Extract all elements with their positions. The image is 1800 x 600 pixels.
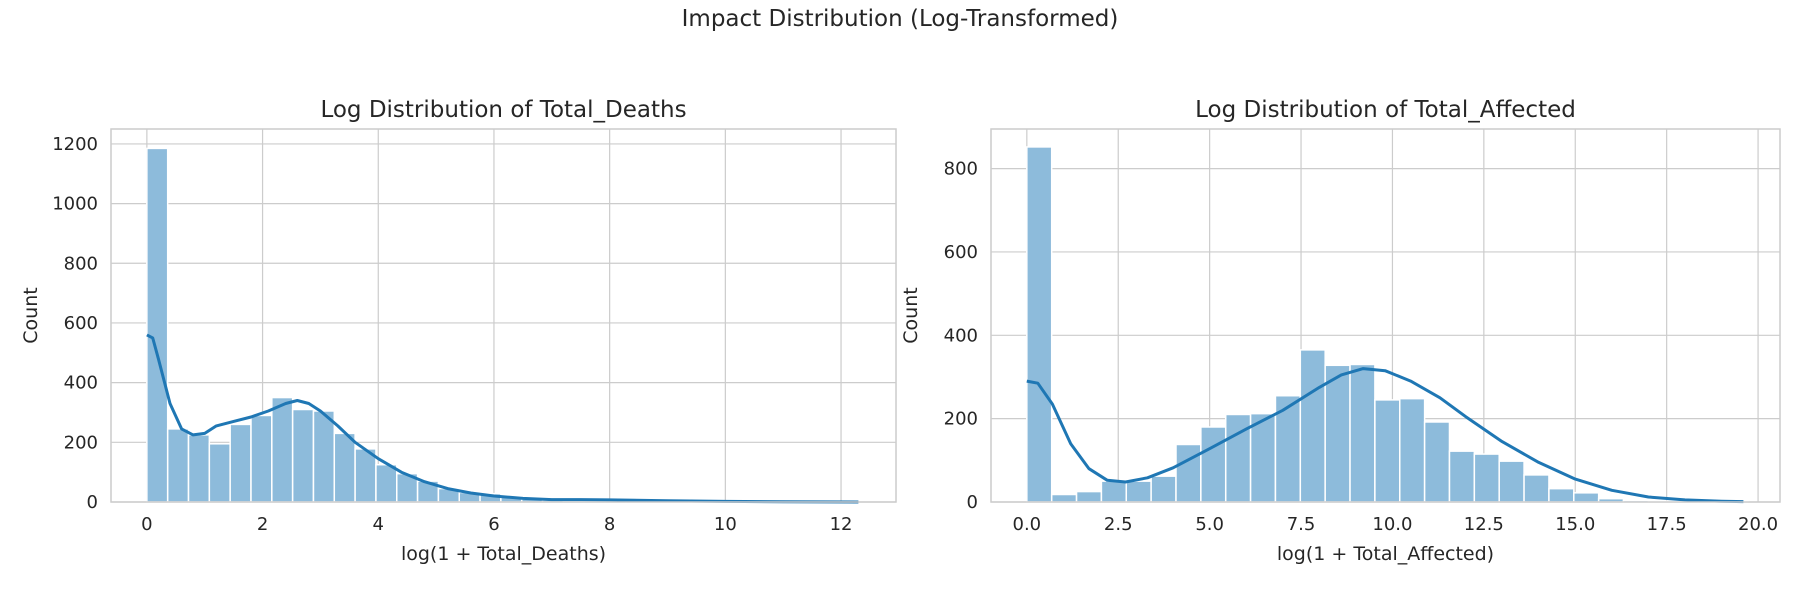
y-tick-label: 200	[944, 409, 978, 430]
x-tick-label: 5.0	[1195, 514, 1224, 535]
histogram-bar-deaths	[271, 396, 294, 503]
x-tick-label: 10.0	[1372, 514, 1412, 535]
x-tick-label: 12	[830, 514, 853, 535]
y-axis-label-deaths: Count	[20, 287, 42, 343]
y-tick-label: 800	[944, 159, 978, 180]
y-tick-label: 400	[944, 325, 978, 346]
histogram-bar-affected	[1150, 475, 1177, 503]
x-tick-label: 2	[257, 514, 268, 535]
histogram-bar-deaths	[166, 428, 190, 503]
y-tick-label: 0	[967, 492, 978, 513]
histogram-bar-affected	[1399, 397, 1426, 503]
y-tick-label: 600	[64, 313, 98, 334]
histogram-bar-affected	[1423, 421, 1451, 503]
x-tick-label: 17.5	[1647, 514, 1687, 535]
x-tick-label: 12.5	[1464, 514, 1504, 535]
x-axis-label-affected: log(1 + Total_Affected)	[1277, 543, 1494, 565]
y-tick-label: 1000	[52, 194, 98, 215]
histogram-bar-affected	[1175, 443, 1202, 503]
y-tick-label: 200	[64, 432, 98, 453]
histogram-bar-affected	[1473, 453, 1500, 503]
histogram-bar-deaths	[291, 408, 315, 503]
x-tick-label: 20.0	[1738, 514, 1778, 535]
histogram-bar-affected	[1075, 490, 1103, 503]
y-tick-label: 600	[944, 242, 978, 263]
histogram-bar-affected	[1026, 146, 1053, 503]
histogram-bar-deaths	[146, 147, 169, 503]
histogram-bar-affected	[1050, 493, 1078, 503]
axes-title-deaths: Log Distribution of Total_Deaths	[320, 97, 686, 123]
histogram-bar-affected	[1299, 349, 1326, 503]
y-tick-label: 800	[64, 253, 98, 274]
histogram-bar-affected	[1249, 412, 1277, 503]
histogram-bar-affected	[1548, 487, 1575, 503]
x-tick-label: 4	[373, 514, 384, 535]
plot-frame	[990, 128, 1781, 503]
x-tick-label: 10	[714, 514, 737, 535]
histogram-bar-affected	[1573, 492, 1600, 503]
histogram-bar-deaths	[375, 463, 398, 503]
histogram-bar-affected	[1200, 426, 1227, 503]
histogram-bar-deaths	[333, 432, 356, 503]
histogram-bar-affected	[1324, 364, 1351, 503]
y-axis-label-affected: Count	[900, 287, 922, 343]
x-tick-label: 7.5	[1287, 514, 1316, 535]
plot-frame	[110, 128, 897, 503]
histogram-bar-affected	[1349, 363, 1376, 503]
x-tick-label: 0	[141, 514, 152, 535]
x-tick-label: 6	[488, 514, 499, 535]
y-tick-label: 0	[87, 492, 98, 513]
histogram-bar-affected	[1374, 399, 1401, 503]
kde-line-deaths	[146, 333, 859, 504]
histogram-bar-affected	[1100, 480, 1128, 503]
histogram-bar-deaths	[312, 410, 336, 503]
histogram-bar-affected	[1498, 460, 1525, 503]
histogram-bar-deaths	[208, 443, 231, 503]
figure-title: Impact Distribution (Log-Transformed)	[681, 6, 1119, 32]
kde-line-affected	[1026, 367, 1744, 504]
y-tick-label: 1200	[52, 134, 98, 155]
histogram-bar-deaths	[250, 414, 273, 503]
x-axis-label-deaths: log(1 + Total_Deaths)	[401, 543, 606, 565]
x-tick-label: 15.0	[1555, 514, 1595, 535]
y-tick-label: 400	[64, 373, 98, 394]
histogram-bar-affected	[1448, 450, 1476, 503]
x-tick-label: 0.0	[1013, 514, 1042, 535]
histogram-bar-deaths	[187, 434, 211, 503]
x-tick-label: 8	[604, 514, 615, 535]
x-tick-label: 2.5	[1104, 514, 1133, 535]
histogram-bar-affected	[1125, 480, 1152, 503]
histogram-bar-affected	[1523, 474, 1550, 503]
axes-title-affected: Log Distribution of Total_Affected	[1195, 97, 1576, 123]
histogram-bar-deaths	[354, 448, 377, 503]
histogram-bar-deaths	[229, 423, 252, 503]
